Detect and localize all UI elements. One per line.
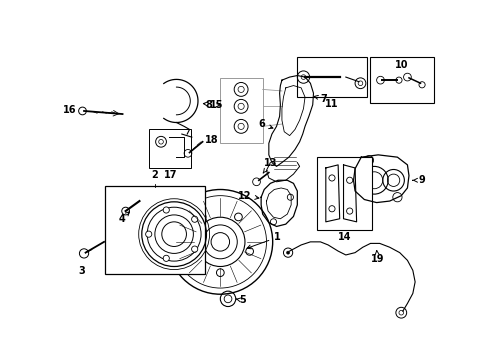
Text: 7: 7 (314, 94, 327, 104)
Circle shape (198, 213, 206, 221)
Circle shape (235, 213, 242, 221)
Text: 11: 11 (325, 99, 339, 109)
Text: 13: 13 (263, 158, 278, 173)
Text: 9: 9 (413, 175, 425, 185)
Circle shape (192, 246, 198, 252)
Text: 10: 10 (395, 60, 409, 70)
Text: 2: 2 (151, 170, 158, 180)
Text: 15: 15 (203, 100, 224, 110)
Text: 5: 5 (237, 295, 246, 305)
Text: 4: 4 (119, 212, 129, 224)
Text: 14: 14 (338, 232, 351, 242)
Text: 3: 3 (78, 266, 85, 276)
Bar (220, 78, 263, 143)
Circle shape (163, 207, 170, 213)
Text: 8: 8 (206, 100, 220, 110)
Bar (297, 57, 367, 97)
Circle shape (187, 248, 195, 255)
Text: 19: 19 (371, 251, 384, 264)
Bar (105, 186, 205, 274)
Circle shape (146, 231, 152, 237)
Bar (317, 157, 372, 230)
Circle shape (163, 255, 170, 261)
Text: 12: 12 (238, 191, 259, 201)
Bar (370, 57, 434, 103)
Circle shape (192, 216, 198, 222)
Circle shape (246, 248, 253, 255)
Circle shape (217, 269, 224, 276)
Bar (149, 130, 191, 168)
Text: 17: 17 (164, 170, 177, 180)
Circle shape (287, 251, 290, 254)
Text: 16: 16 (63, 105, 76, 115)
Text: 18: 18 (205, 135, 219, 145)
Text: 6: 6 (258, 119, 273, 129)
Text: 1: 1 (247, 232, 281, 249)
